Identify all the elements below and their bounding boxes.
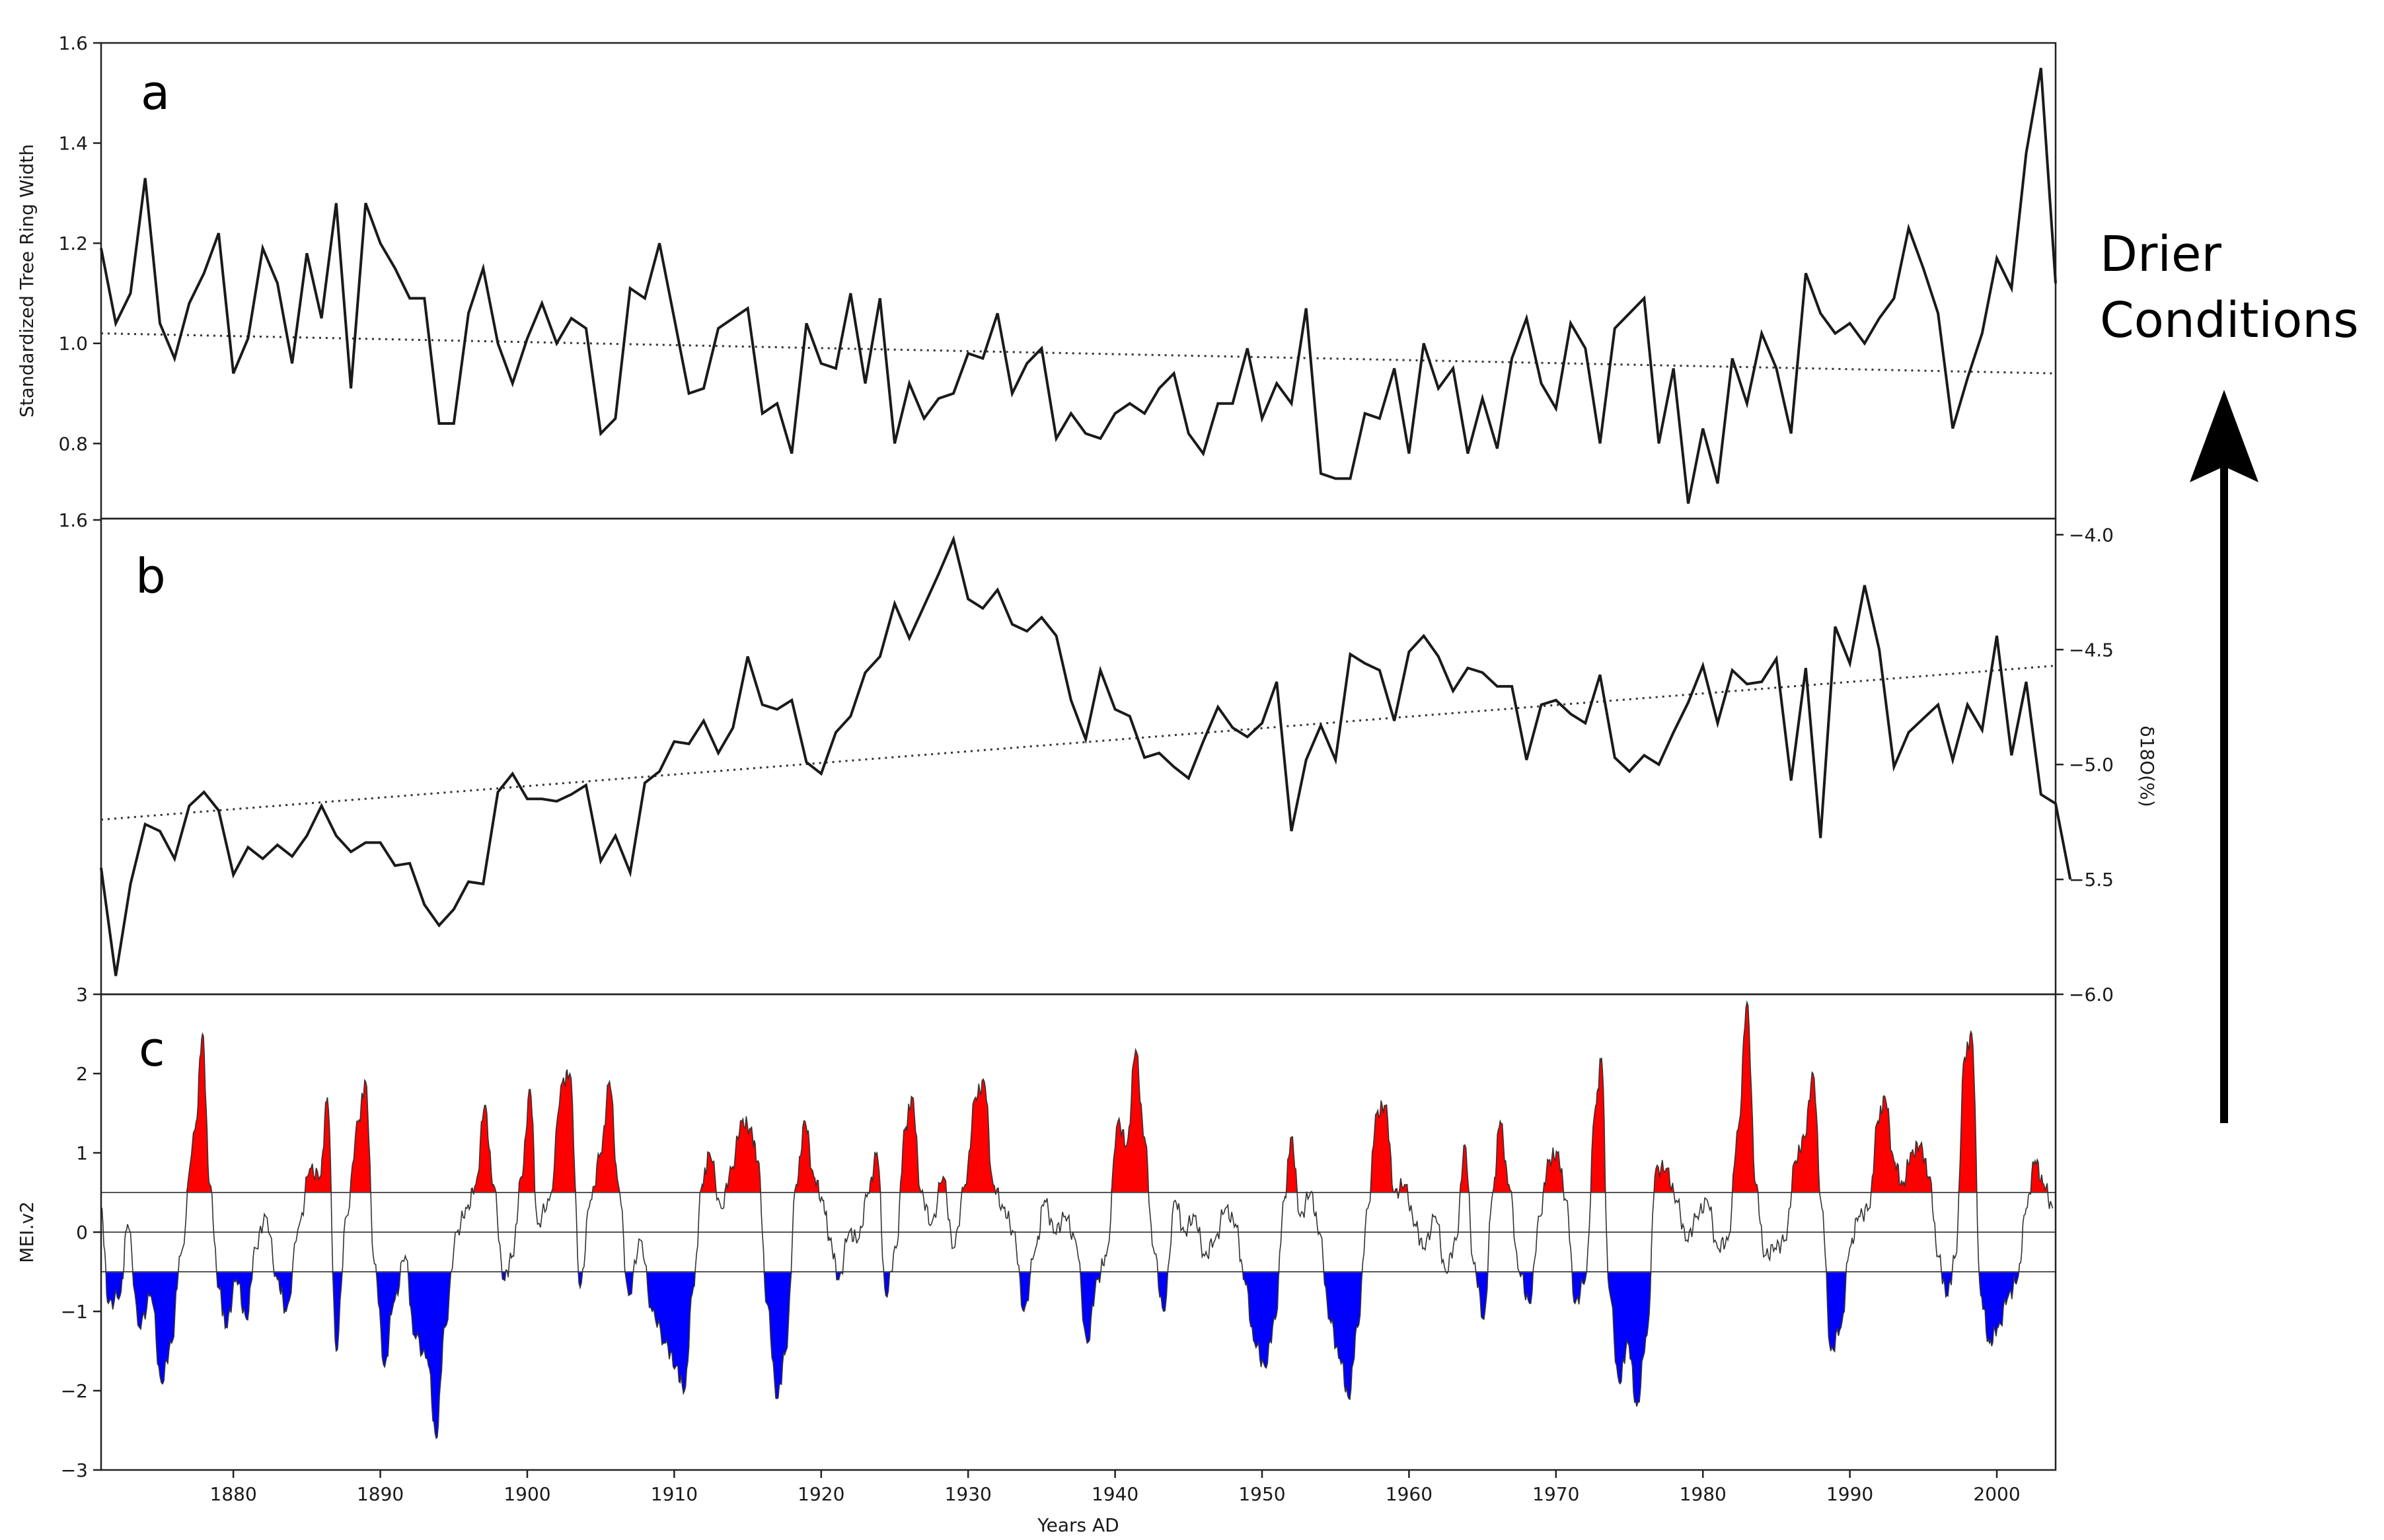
panel-a-y-tick-label: 0.8 [58, 433, 88, 455]
x-tick-label: 1900 [503, 1483, 550, 1505]
x-tick-label: 1960 [1386, 1483, 1433, 1505]
x-tick-label: 1880 [210, 1483, 257, 1505]
panel-c-y-ticks: 3 2 1 0 −1 −2 −3 [61, 984, 101, 1481]
x-axis-label: Years AD [1037, 1514, 1119, 1536]
panel-c-y-tick-label: 0 [76, 1222, 88, 1243]
panel-c-y-tick-label: 3 [76, 984, 88, 1006]
x-tick-label: 1990 [1826, 1483, 1873, 1505]
panel-b-y-tick-label: −4.5 [2069, 639, 2114, 661]
panel-c-y-tick-label: −3 [61, 1459, 88, 1481]
x-tick-label: 1940 [1092, 1483, 1138, 1505]
x-tick-label: 2000 [1973, 1483, 2020, 1505]
panel-a-letter: a [141, 65, 170, 120]
x-tick-label: 1970 [1532, 1483, 1579, 1505]
panel-b-y-axis-label: δ18O(%) [2136, 725, 2158, 807]
panel-a-y-tick-label: 1.0 [58, 333, 88, 355]
panel-c-y-tick-label: −2 [61, 1380, 88, 1402]
x-tick-label: 1930 [945, 1483, 992, 1505]
drier-conditions-annotation: Drier Conditions [2100, 226, 2359, 1123]
annotation-line-2: Conditions [2100, 292, 2359, 349]
panel-c-x-ticks: 1880 1890 1900 1910 1920 1930 1940 1950 1960 1970… [210, 1470, 2021, 1505]
panel-b-y-tick-label: −5.0 [2069, 754, 2114, 776]
panel-a-y-ticks: 0.8 1.0 1.2 1.4 1.6 [58, 32, 101, 455]
arrow-up-icon [2190, 390, 2258, 482]
panel-c-y-tick-label: 2 [76, 1063, 88, 1085]
panel-c-y-tick-label: −1 [61, 1301, 88, 1323]
panel-b-left-top-tick-label: 1.6 [58, 509, 88, 531]
panel-c-y-axis-label: MEI.v2 [16, 1201, 38, 1263]
panel-b-y-tick-label: −5.5 [2069, 869, 2114, 891]
panel-b-y-ticks: −4.0 −4.5 −5.0 −5.5 −6.0 [2056, 524, 2114, 1006]
panel-a: 0.8 1.0 1.2 1.4 1.6 Standardized Tree Ring W… [16, 32, 2057, 520]
panel-b-letter: b [135, 548, 166, 604]
x-tick-label: 1950 [1238, 1483, 1285, 1505]
panel-a-y-axis-label: Standardized Tree Ring Width [16, 144, 38, 418]
panel-b-trend-line [100, 665, 2056, 821]
panel-c-series-line [101, 1000, 2054, 1440]
panel-b-series-line [100, 535, 2072, 976]
panel-a-y-tick-label: 1.6 [58, 32, 88, 54]
panel-a-series-line [100, 67, 2057, 504]
x-tick-label: 1920 [798, 1483, 844, 1505]
panel-a-y-tick-label: 1.2 [58, 233, 88, 254]
panel-b-y-tick-label: −6.0 [2069, 984, 2114, 1006]
x-tick-label: 1890 [357, 1483, 404, 1505]
x-tick-label: 1980 [1680, 1483, 1727, 1505]
panel-a-y-tick-label: 1.4 [58, 133, 88, 155]
annotation-line-1: Drier [2100, 226, 2221, 283]
panel-b-y-tick-label: −4.0 [2069, 524, 2114, 546]
x-tick-label: 1910 [651, 1483, 698, 1505]
panel-c-letter: c [139, 1021, 165, 1077]
panel-c-y-tick-label: 1 [76, 1142, 88, 1164]
